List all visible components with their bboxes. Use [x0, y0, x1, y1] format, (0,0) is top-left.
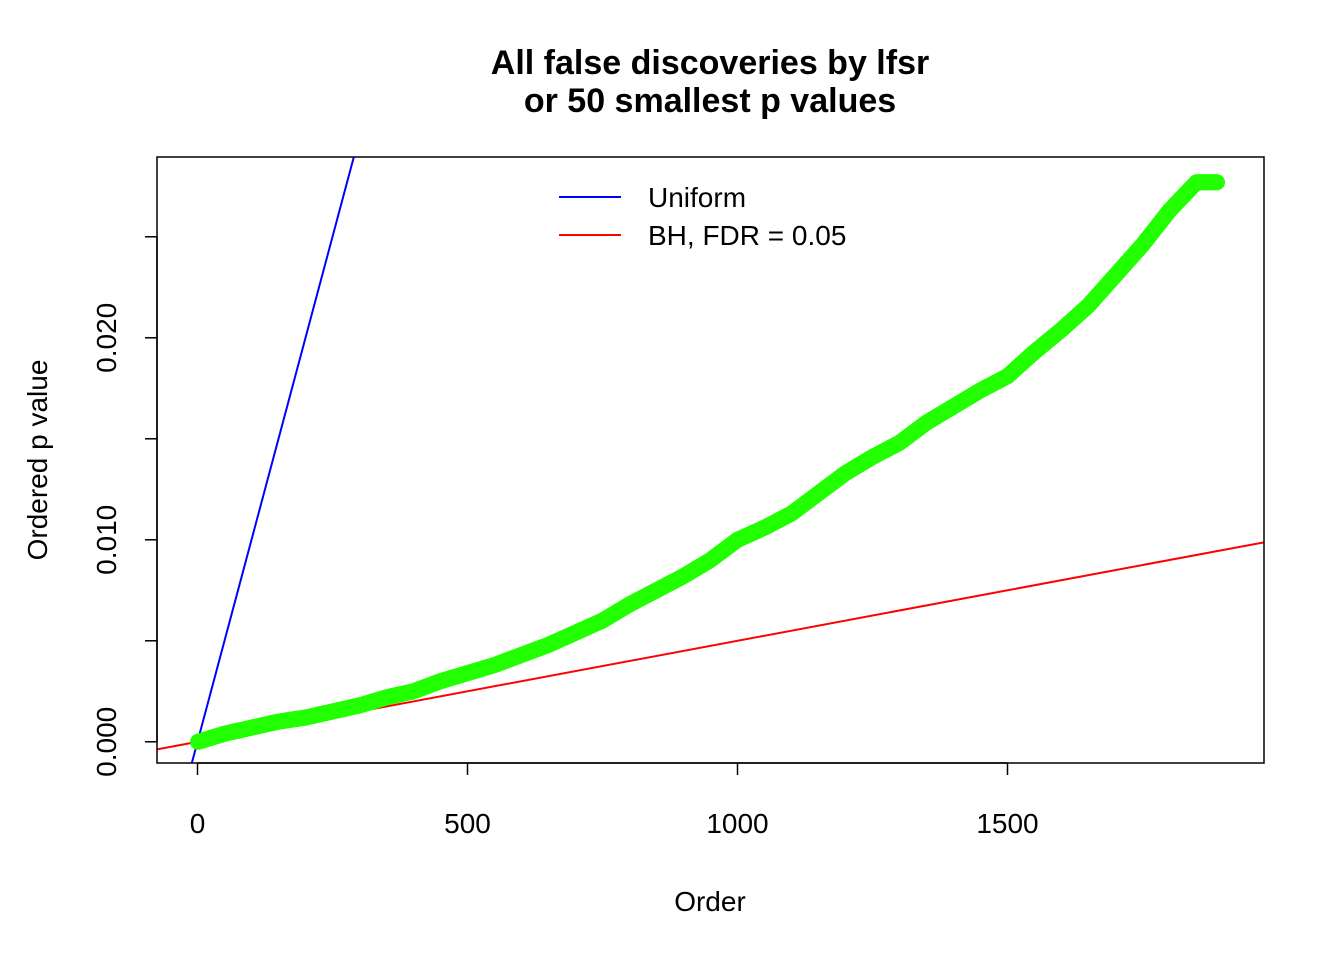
legend: Uniform BH, FDR = 0.05 [559, 182, 846, 251]
y-tick-label: 0.000 [91, 707, 122, 777]
reference-line-0 [190, 157, 355, 763]
chart-title-line-2: or 50 smallest p values [524, 82, 896, 120]
y-axis: 0.000 0.010 0.020 [91, 236, 158, 777]
chart-title-line-1: All false discoveries by lfsr [491, 44, 929, 82]
y-axis-label: Ordered p value [22, 360, 53, 561]
reference-lines [157, 157, 1264, 763]
x-tick-label: 500 [444, 808, 491, 839]
y-tick-label: 0.010 [91, 505, 122, 575]
data-points [190, 174, 1226, 750]
data-point [1209, 174, 1226, 191]
y-tick-label: 0.020 [91, 303, 122, 373]
legend-label: BH, FDR = 0.05 [648, 220, 846, 251]
x-tick-label: 1500 [976, 808, 1038, 839]
legend-label: Uniform [648, 182, 746, 213]
x-axis-label: Order [674, 886, 746, 917]
x-tick-label: 0 [190, 808, 206, 839]
x-axis: 0 500 1000 1500 [190, 762, 1039, 839]
x-tick-label: 1000 [706, 808, 768, 839]
